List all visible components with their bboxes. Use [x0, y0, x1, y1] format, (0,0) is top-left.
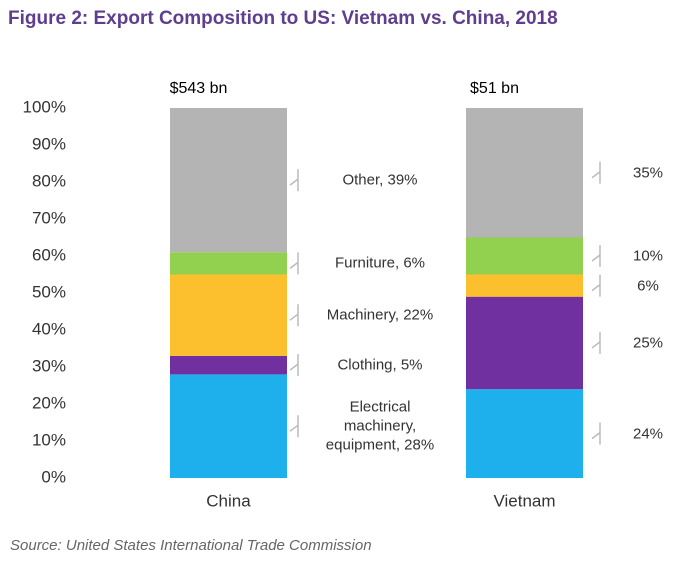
- bar-segment: [466, 237, 583, 275]
- data-label: 35%: [632, 164, 664, 182]
- y-tick-label: 10%: [32, 430, 66, 449]
- data-label: Other, 39%: [342, 171, 418, 189]
- bar-segment: [466, 296, 583, 390]
- label-bracket: [591, 422, 601, 445]
- y-tick-label: 40%: [32, 319, 66, 338]
- total-label: $543 bn: [169, 80, 228, 97]
- label-bracket: [289, 304, 299, 327]
- chart-title: Figure 2: Export Composition to US: Viet…: [8, 8, 558, 29]
- data-label: 24%: [632, 425, 664, 443]
- bar-segment: [466, 274, 583, 297]
- label-bracket: [289, 169, 299, 192]
- label-bracket: [289, 252, 299, 275]
- data-label: 6%: [637, 277, 659, 295]
- data-label: Machinery, 22%: [326, 306, 434, 324]
- y-tick-label: 60%: [32, 245, 66, 264]
- y-tick-label: 90%: [32, 134, 66, 153]
- y-tick-label: 80%: [32, 171, 66, 190]
- bar-segment: [170, 274, 287, 356]
- bar-segment: [170, 374, 287, 478]
- data-label: Furniture, 6%: [334, 254, 426, 272]
- label-bracket: [289, 354, 299, 377]
- y-tick-label: 100%: [23, 97, 66, 116]
- label-bracket: [591, 274, 601, 297]
- data-label: 10%: [632, 247, 664, 265]
- x-tick-label: Vietnam: [493, 491, 555, 510]
- x-tick-label: China: [206, 491, 251, 510]
- y-tick-label: 70%: [32, 208, 66, 227]
- source-note: Source: United States International Trad…: [10, 537, 372, 554]
- bar-segment: [170, 252, 287, 275]
- bar-segment: [170, 355, 287, 375]
- y-tick-label: 30%: [32, 356, 66, 375]
- y-tick-label: 0%: [41, 467, 66, 486]
- data-label: Electrical machinery, equipment, 28%: [325, 398, 435, 454]
- data-label: 25%: [632, 334, 664, 352]
- label-bracket: [591, 331, 601, 354]
- label-bracket: [591, 245, 601, 267]
- bar-segment: [170, 108, 287, 253]
- bar-segment: [466, 389, 583, 478]
- y-tick-label: 50%: [32, 282, 66, 301]
- total-label: $51 bn: [470, 80, 519, 97]
- label-bracket: [591, 161, 601, 184]
- y-tick-label: 20%: [32, 393, 66, 412]
- label-bracket: [289, 415, 299, 438]
- data-label: Clothing, 5%: [337, 356, 423, 374]
- bar-segment: [466, 108, 583, 238]
